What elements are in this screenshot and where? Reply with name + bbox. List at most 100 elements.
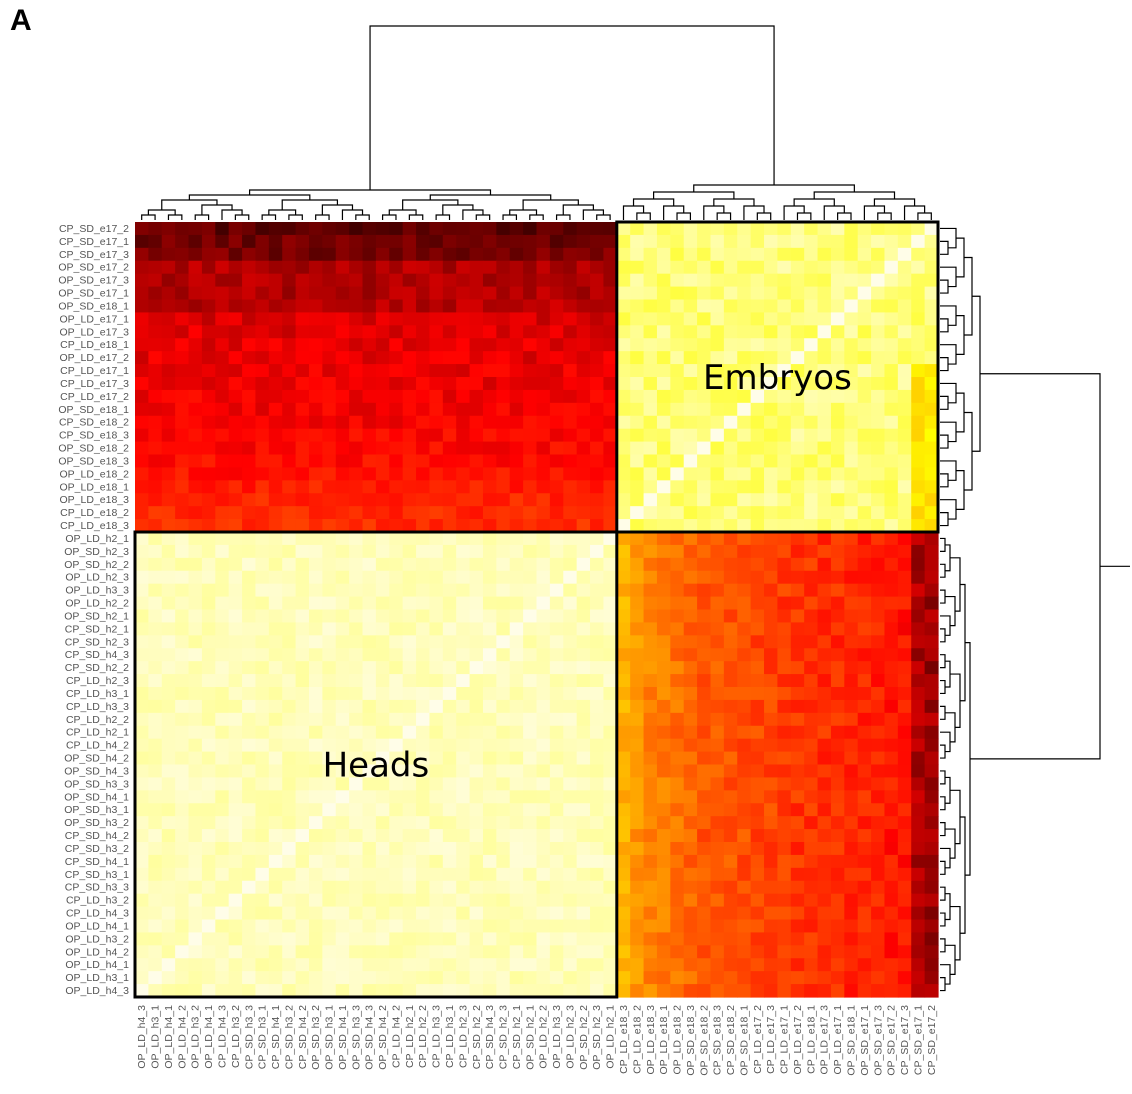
heatmap-cell bbox=[282, 351, 297, 365]
heatmap-cell bbox=[349, 906, 364, 921]
heatmap-cell bbox=[523, 415, 538, 430]
heatmap-cell bbox=[496, 687, 511, 701]
heatmap-cell bbox=[656, 519, 671, 533]
heatmap-cell bbox=[242, 790, 257, 804]
heatmap-cell bbox=[482, 751, 497, 766]
heatmap-cell bbox=[509, 428, 524, 443]
heatmap-cell bbox=[456, 738, 471, 753]
column-label: OP_LD_h3_1 bbox=[150, 1005, 162, 1069]
heatmap-cell bbox=[416, 919, 431, 934]
heatmap-cell bbox=[349, 725, 364, 740]
heatmap-cell bbox=[416, 519, 431, 533]
heatmap-cell bbox=[670, 687, 685, 701]
heatmap-cell bbox=[375, 842, 390, 856]
heatmap-cell bbox=[496, 441, 511, 456]
heatmap-cell bbox=[563, 958, 578, 972]
heatmap-cell bbox=[897, 867, 912, 882]
heatmap-cell bbox=[201, 247, 216, 262]
heatmap-cell bbox=[402, 803, 417, 817]
heatmap-cell bbox=[884, 661, 899, 675]
heatmap-cell bbox=[723, 389, 738, 404]
heatmap-cell bbox=[630, 428, 645, 443]
heatmap-cell bbox=[442, 454, 457, 469]
heatmap-cell bbox=[175, 596, 190, 611]
heatmap-cell bbox=[630, 790, 645, 804]
heatmap-cell bbox=[911, 971, 926, 985]
heatmap-cell bbox=[496, 674, 511, 688]
heatmap-cell bbox=[750, 712, 765, 727]
heatmap-cell bbox=[576, 415, 591, 430]
heatmap-cell bbox=[576, 312, 591, 326]
heatmap-cell bbox=[496, 648, 511, 662]
heatmap-cell bbox=[335, 674, 350, 688]
heatmap-cell bbox=[349, 699, 364, 714]
heatmap-cell bbox=[777, 893, 792, 908]
heatmap-cell bbox=[362, 919, 377, 934]
heatmap-cell bbox=[844, 803, 859, 817]
heatmap-cell bbox=[335, 351, 350, 365]
heatmap-cell bbox=[590, 428, 605, 443]
heatmap-cell bbox=[616, 622, 631, 636]
heatmap-cell bbox=[161, 415, 176, 430]
heatmap-cell bbox=[804, 648, 819, 662]
heatmap-cell bbox=[777, 945, 792, 959]
heatmap-cell bbox=[335, 389, 350, 404]
heatmap-cell bbox=[255, 519, 270, 533]
heatmap-cell bbox=[188, 725, 203, 740]
heatmap-cell bbox=[723, 299, 738, 314]
heatmap-cell bbox=[282, 389, 297, 404]
heatmap-cell bbox=[456, 596, 471, 611]
heatmap-cell bbox=[830, 596, 845, 611]
heatmap-cell bbox=[911, 506, 926, 520]
row-label: CP_SD_e18_3 bbox=[59, 430, 129, 442]
heatmap-cell bbox=[911, 880, 926, 895]
heatmap-cell bbox=[643, 519, 658, 533]
heatmap-cell bbox=[482, 906, 497, 921]
heatmap-cell bbox=[817, 428, 832, 443]
heatmap-cell bbox=[590, 893, 605, 908]
heatmap-cell bbox=[469, 971, 484, 985]
heatmap-cell bbox=[389, 467, 404, 481]
heatmap-cell bbox=[215, 867, 230, 882]
heatmap-cell bbox=[389, 984, 404, 998]
heatmap-cell bbox=[790, 622, 805, 636]
heatmap-cell bbox=[616, 842, 631, 856]
heatmap-cell bbox=[188, 867, 203, 882]
heatmap-cell bbox=[442, 712, 457, 727]
heatmap-cell bbox=[255, 402, 270, 417]
heatmap-cell bbox=[375, 893, 390, 908]
heatmap-cell bbox=[804, 222, 819, 236]
heatmap-cell bbox=[469, 945, 484, 959]
heatmap-cell bbox=[242, 557, 257, 572]
heatmap-cell bbox=[402, 635, 417, 649]
heatmap-cell bbox=[496, 532, 511, 546]
dendrogram-branch bbox=[945, 893, 951, 921]
heatmap-cell bbox=[777, 635, 792, 649]
heatmap-cell bbox=[389, 544, 404, 559]
heatmap-cell bbox=[871, 364, 886, 378]
heatmap-cell bbox=[402, 493, 417, 507]
heatmap-cell bbox=[242, 984, 257, 998]
heatmap-cell bbox=[322, 596, 337, 611]
heatmap-cell bbox=[764, 829, 778, 843]
heatmap-cell bbox=[228, 635, 243, 649]
heatmap-cell bbox=[764, 596, 778, 611]
heatmap-cell bbox=[750, 273, 765, 288]
heatmap-cell bbox=[710, 829, 725, 843]
heatmap-cell bbox=[603, 971, 618, 985]
heatmap-cell bbox=[335, 234, 350, 249]
heatmap-cell bbox=[804, 364, 819, 378]
heatmap-cell bbox=[911, 519, 926, 533]
heatmap-cell bbox=[616, 764, 631, 779]
heatmap-cell bbox=[790, 609, 805, 624]
heatmap-cell bbox=[509, 971, 524, 985]
heatmap-cell bbox=[884, 699, 899, 714]
heatmap-cell bbox=[844, 648, 859, 662]
heatmap-cell bbox=[884, 777, 899, 791]
heatmap-cell bbox=[616, 958, 631, 972]
heatmap-cell bbox=[857, 415, 872, 430]
heatmap-cell bbox=[469, 958, 484, 972]
heatmap-cell bbox=[603, 402, 618, 417]
heatmap-cell bbox=[871, 273, 886, 288]
heatmap-cell bbox=[710, 428, 725, 443]
